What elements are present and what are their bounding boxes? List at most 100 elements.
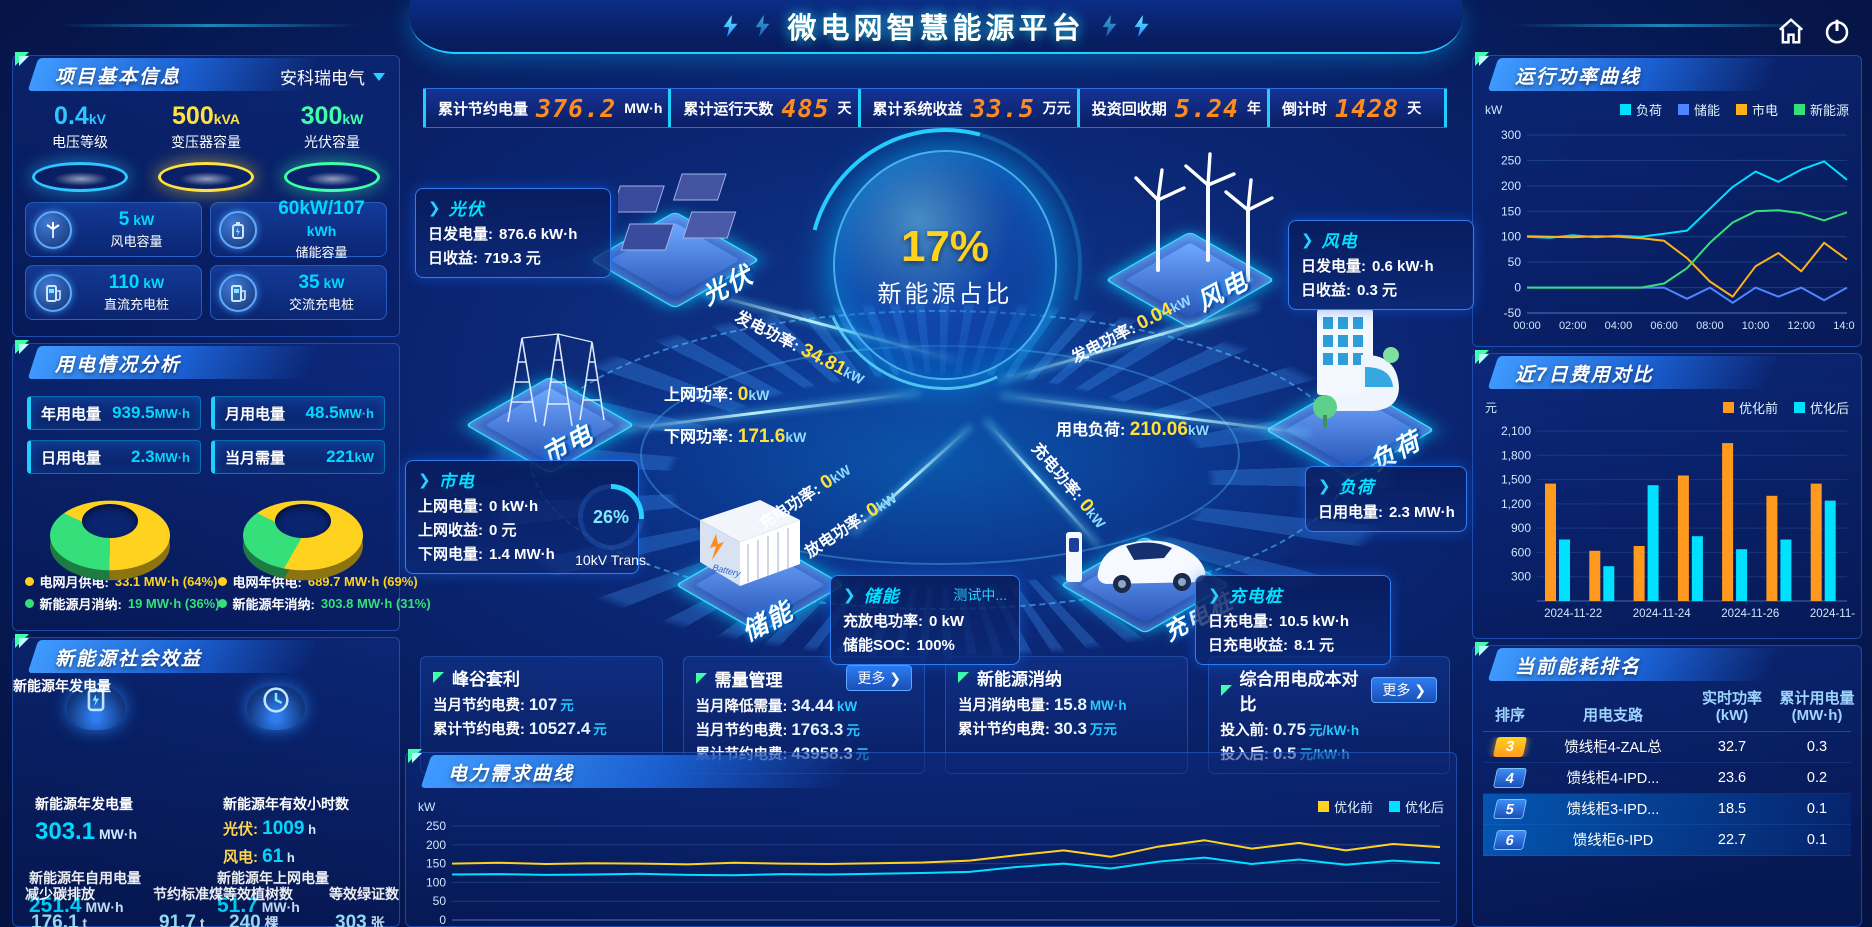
benefit-hours-row: 风电: 61 h bbox=[223, 846, 295, 867]
ac-charger-icon bbox=[219, 273, 257, 312]
page-title: 微电网智慧能源平台 bbox=[787, 13, 1085, 45]
svg-text:2024-11-28: 2024-11-28 bbox=[1810, 608, 1855, 620]
benefit-gen-label: 新能源年发电量 bbox=[35, 796, 133, 812]
spotlight-label: 光伏容量 bbox=[304, 134, 360, 150]
power-curve-title: 运行功率曲线 bbox=[1515, 67, 1642, 88]
kpi-unit: 天 bbox=[1407, 100, 1422, 116]
spotlight-value: 0.4kV bbox=[54, 102, 106, 130]
load-info-box: ❯ 负荷 日用电量: 2.3 MW·h bbox=[1305, 466, 1467, 532]
capacity-value: 35 kW bbox=[298, 272, 345, 293]
kpi-label: 累计系统收益 bbox=[872, 100, 963, 118]
svg-text:100: 100 bbox=[1501, 230, 1521, 244]
power-curve-panel: 运行功率曲线 kW 负荷 储能 市电 新能源 300 250 200 150 100 50 0 -50 0… bbox=[1472, 52, 1862, 347]
capacity-spotlight: 0.4kV 电压等级 bbox=[21, 102, 139, 192]
wind-turbine-icon bbox=[34, 210, 72, 249]
donut-chart: 电网月供电: 33.1 MW·h (64%) 新能源月消纳: 19 MW·h (36%… bbox=[24, 484, 220, 616]
usage-stat-value: 2.3MW·h bbox=[130, 447, 190, 466]
benefit-hours-label: 新能源年有效小时数 bbox=[223, 796, 349, 812]
usage-title: 用电情况分析 bbox=[55, 355, 182, 376]
svg-text:150: 150 bbox=[1501, 204, 1521, 218]
svg-text:02:00: 02:00 bbox=[1559, 320, 1587, 332]
ranking-column-header: 用电支路 bbox=[1582, 707, 1643, 725]
usage-header: 用电情况分析 bbox=[13, 340, 399, 382]
lightning-icon bbox=[723, 15, 738, 37]
home-icon[interactable] bbox=[1776, 16, 1806, 46]
solar-panels-graphic bbox=[618, 173, 737, 251]
info-box-row: 上网收益: 0 元 bbox=[418, 522, 517, 539]
kpi-label: 累计运行天数 bbox=[683, 100, 774, 118]
svg-text:14:00: 14:00 bbox=[1833, 320, 1855, 332]
capacity-card: 60kW/107 kWh 储能容量 bbox=[210, 198, 387, 260]
svg-text:2,100: 2,100 bbox=[1501, 424, 1531, 438]
legend-item: 储能 bbox=[1677, 100, 1720, 119]
table-row[interactable]: 3 馈线柜4-ZAL总 32.7 0.3 bbox=[1483, 732, 1851, 763]
ranking-column-header: 实时功率 (kW) bbox=[1701, 690, 1762, 725]
capacity-card-text: 110 kW 直流充电桩 bbox=[80, 272, 193, 313]
usage-stat: 年用电量 939.5MW·h bbox=[27, 396, 201, 430]
company-dropdown[interactable]: 安科瑞电气 bbox=[280, 64, 385, 89]
capacity-value: 5 kW bbox=[118, 209, 155, 230]
power-curve-chart: kW 负荷 储能 市电 新能源 300 250 200 150 100 50 0 -50 00:00 02:… bbox=[1473, 94, 1861, 352]
lightning-icon bbox=[1102, 15, 1117, 37]
cost-compare-chart: 元 优化前 优化后 2,100 1,800 1,500 1,200 900 600 300 2024… bbox=[1473, 392, 1868, 642]
benefit-header: 新能源社会效益 bbox=[13, 634, 399, 676]
usage-stats: 年用电量 939.5MW·h 月用电量 48.5MW·h 日用电量 2.3MW·h 当月需量… bbox=[13, 382, 399, 474]
energy-cell: 0.1 bbox=[1806, 831, 1828, 848]
benefit-gen-value: 303.1 MW·h bbox=[35, 818, 138, 845]
svg-text:900: 900 bbox=[1511, 521, 1531, 535]
glow-ring-icon bbox=[284, 162, 380, 192]
summary-card-header: 新能源消纳 bbox=[958, 665, 1175, 690]
info-box-header: ❯ 风电 bbox=[1301, 227, 1461, 252]
panel-corner-icon bbox=[1475, 350, 1489, 364]
legend-item: 负荷 bbox=[1619, 100, 1662, 119]
info-box-title: 市电 bbox=[438, 472, 475, 491]
wind-info-box: ❯ 风电 日发电量: 0.6 kW·h 日收益: 0.3 元 bbox=[1288, 220, 1474, 310]
panel-corner-icon bbox=[15, 52, 29, 66]
header-decor-line-left bbox=[60, 24, 360, 27]
summary-card-title: 新能源消纳 bbox=[977, 670, 1062, 689]
kpi-label: 投资回收期 bbox=[1091, 100, 1167, 118]
capacity-spotlight: 500kVA 变压器容量 bbox=[147, 102, 265, 192]
svg-text:-50: -50 bbox=[1504, 306, 1522, 320]
summary-card-row: 投入前: 0.75 元/kW·h bbox=[1220, 720, 1360, 739]
usage-stat-value: 221kW bbox=[326, 447, 374, 466]
panel-corner-icon bbox=[15, 634, 29, 648]
table-row[interactable]: 4 馈线柜4-IPD... 23.6 0.2 bbox=[1483, 763, 1851, 794]
chart-legend: 优化前 优化后 bbox=[1317, 797, 1444, 816]
benefit-slide-value: 51.7 MW·h bbox=[217, 894, 300, 917]
capacity-card-text: 35 kW 交流充电桩 bbox=[265, 272, 378, 313]
kpi-value: 33.5 bbox=[970, 93, 1035, 123]
info-box-title: 负荷 bbox=[1338, 478, 1375, 497]
svg-text:600: 600 bbox=[1511, 545, 1531, 559]
power-icon[interactable] bbox=[1822, 16, 1852, 46]
info-box-row: 上网电量: 0 kW·h bbox=[418, 498, 539, 515]
donut-3d bbox=[239, 484, 367, 581]
svg-text:1,200: 1,200 bbox=[1501, 497, 1531, 511]
capacity-card-text: 5 kW 风电容量 bbox=[80, 209, 193, 250]
spotlight-label: 电压等级 bbox=[52, 134, 108, 150]
battery-container-graphic: Battery bbox=[700, 500, 800, 586]
usage-stat: 月用电量 48.5MW·h bbox=[211, 396, 385, 430]
svg-text:200: 200 bbox=[426, 838, 446, 852]
transformer-load-value: 26% bbox=[592, 506, 630, 527]
rank-badge-cell: 3 bbox=[1483, 736, 1537, 757]
demand-chart-title: 电力需求曲线 bbox=[448, 764, 575, 785]
summary-card-title: 需量管理 bbox=[714, 670, 783, 690]
summary-card-row: 当月节约电费: 107 元 bbox=[433, 695, 574, 714]
kpi-unit: 万元 bbox=[1042, 100, 1071, 116]
ev-car-graphic bbox=[1066, 532, 1206, 593]
table-row[interactable]: 6 馈线柜6-IPD 22.7 0.1 bbox=[1483, 824, 1851, 856]
legend-item: 新能源 bbox=[1793, 100, 1849, 119]
capacity-card: 35 kW 交流充电桩 bbox=[210, 265, 387, 320]
more-button[interactable]: 更多 ❯ bbox=[846, 665, 912, 691]
svg-text:50: 50 bbox=[433, 894, 447, 908]
benefit-slide-value: 176.1 t bbox=[31, 912, 88, 927]
kpi-item: 累计系统收益 33.5 万元 bbox=[857, 89, 1077, 127]
legend-dot bbox=[217, 577, 227, 586]
energy-ranking-table: 排序 用电支路 实时功率 (kW) 累计用电量 (MW·h) 3 馈线柜4-ZAL总 32.7 0… bbox=[1483, 690, 1855, 856]
legend-dot bbox=[217, 599, 227, 608]
table-row[interactable]: 5 馈线柜3-IPD... 18.5 0.1 bbox=[1483, 793, 1851, 825]
more-button[interactable]: 更多 ❯ bbox=[1371, 677, 1437, 703]
